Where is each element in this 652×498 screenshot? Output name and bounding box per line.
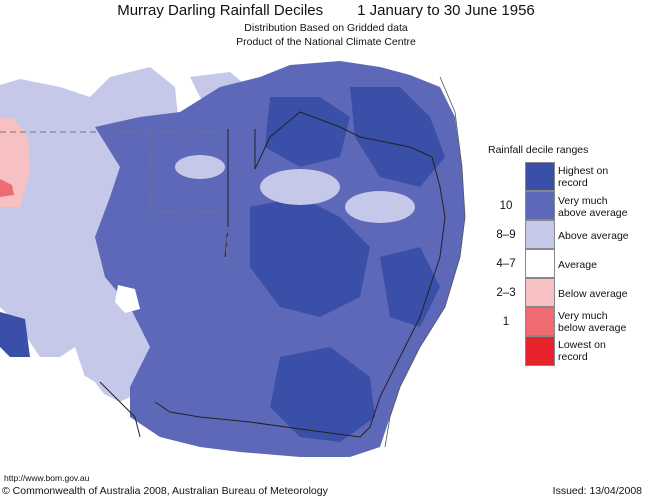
- state-border-dashed: [149, 132, 228, 213]
- legend-label-highest: Highest on record: [558, 165, 609, 189]
- highest-on-record-patch: [0, 312, 30, 357]
- above-average-patch-sw: [40, 297, 80, 357]
- average-patch: [115, 285, 140, 313]
- legend-swatch-very-much-below: [525, 307, 555, 336]
- highest-on-record-patch: [250, 197, 370, 317]
- source-url: http://www.bom.gov.au: [4, 473, 90, 483]
- state-border-dashed: [219, 226, 229, 273]
- title-text: Murray Darling Rainfall Deciles: [117, 2, 324, 19]
- legend-label-very-much-below: Very much below average: [558, 310, 627, 334]
- very-much-below-average-patch: [0, 179, 14, 197]
- legend-number-8-9: 8–9: [496, 229, 516, 241]
- legend-number-4-7: 4–7: [496, 258, 516, 270]
- coastline-south: [99, 381, 141, 438]
- basin-boundary: [154, 111, 446, 438]
- highest-on-record-patch: [265, 97, 350, 167]
- highest-on-record-patch: [270, 347, 375, 442]
- map-title: Murray Darling Rainfall Deciles 1 January…: [0, 2, 652, 19]
- legend-label-very-much-above: Very much above average: [558, 195, 628, 219]
- above-average-patch: [175, 155, 225, 179]
- issued-date: Issued: 13/04/2008: [552, 485, 642, 497]
- highest-on-record-patch: [350, 87, 445, 187]
- above-average-patch: [260, 169, 340, 205]
- legend-label-average: Average: [558, 259, 597, 271]
- legend-swatch-below: [525, 278, 555, 307]
- highest-on-record-patch: [380, 247, 440, 327]
- coastline: [384, 76, 466, 448]
- legend-label-below: Below average: [558, 288, 628, 300]
- legend-swatch-very-much-above: [525, 191, 555, 220]
- copyright-notice: © Commonwealth of Australia 2008, Austra…: [2, 485, 328, 497]
- legend-swatch-average: [525, 249, 555, 278]
- subtitle-product: Product of the National Climate Centre: [236, 36, 416, 48]
- rainfall-map: [0, 57, 480, 473]
- sea-area: [390, 277, 480, 473]
- legend-swatch-highest: [525, 162, 555, 191]
- ocean-southwest: [0, 357, 120, 473]
- legend-number-1: 1: [502, 316, 510, 328]
- legend-swatch-lowest: [525, 336, 555, 366]
- subtitle-distribution: Distribution Based on Gridded data: [244, 22, 408, 34]
- legend-number-10: 10: [499, 200, 513, 212]
- legend-swatch-above: [525, 220, 555, 249]
- title-period: 1 January to 30 June 1956: [357, 2, 535, 19]
- legend-label-lowest: Lowest on record: [558, 339, 606, 363]
- above-average-patch: [345, 191, 415, 223]
- legend-label-above: Above average: [558, 230, 629, 242]
- legend-title: Rainfall decile ranges: [488, 144, 589, 156]
- gulf-inlet: [60, 347, 85, 387]
- legend-number-2-3: 2–3: [496, 287, 516, 299]
